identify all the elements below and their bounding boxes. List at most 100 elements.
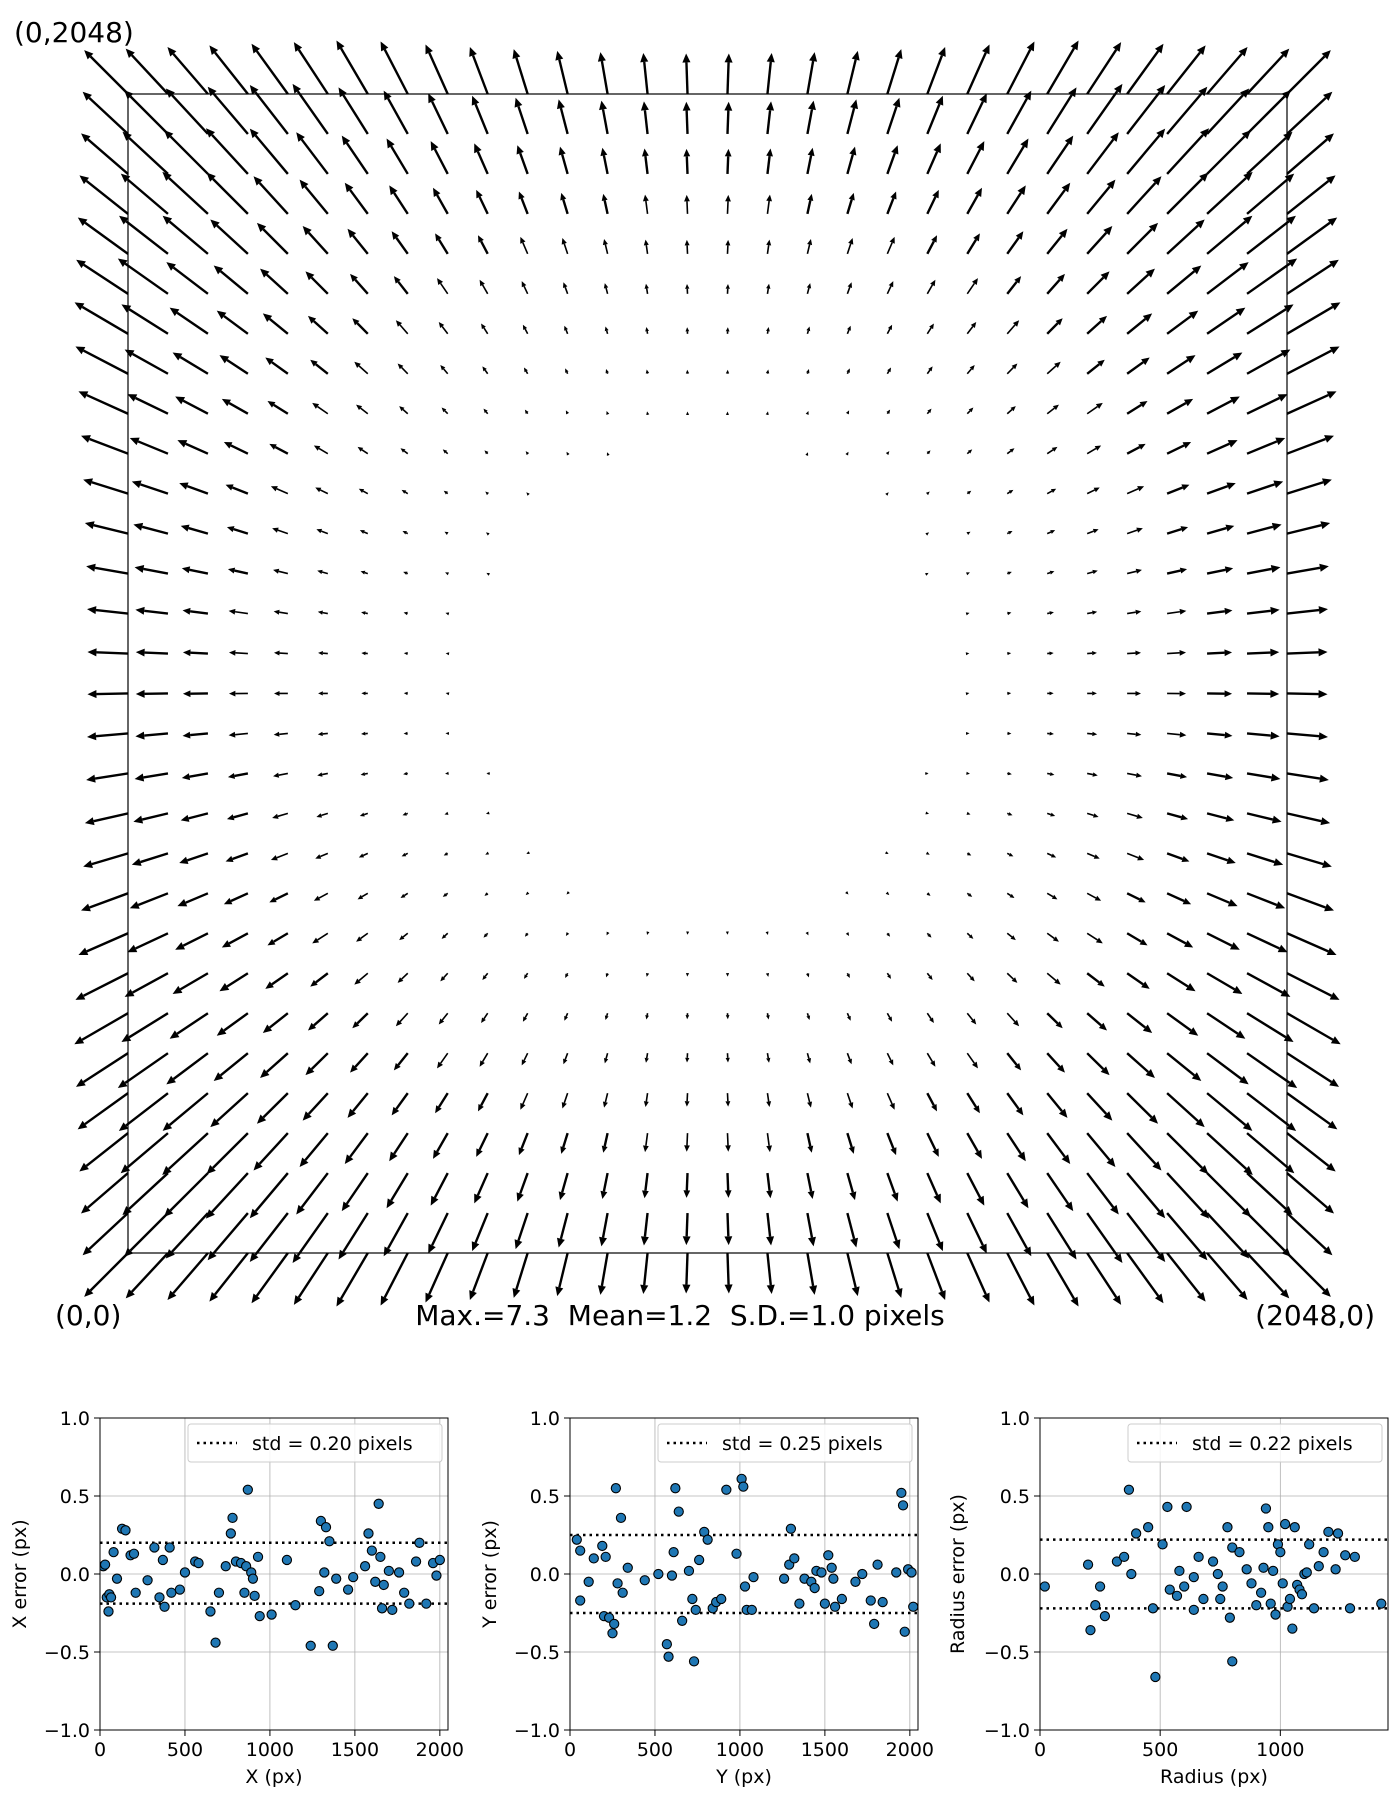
- radius-error-point: [1332, 1528, 1344, 1539]
- y-error-point: [857, 1568, 868, 1580]
- radius-error-point: [1217, 1581, 1228, 1592]
- y-error-point: [676, 1615, 688, 1626]
- field-arrow: [642, 194, 649, 214]
- field-arrow: [483, 932, 489, 938]
- field-arrow: [966, 572, 970, 576]
- field-arrow: [1126, 43, 1164, 95]
- field-arrow: [395, 320, 409, 335]
- field-arrow: [253, 176, 289, 215]
- field-arrow: [307, 315, 329, 335]
- field-arrow: [845, 932, 850, 936]
- field-arrow: [685, 283, 690, 294]
- field-arrow: [210, 219, 249, 255]
- field-arrow: [1286, 689, 1328, 699]
- field-arrow: [87, 689, 129, 699]
- radius-error-point: [1349, 1551, 1360, 1562]
- field-arrow: [685, 1053, 690, 1063]
- field-arrow: [486, 572, 490, 576]
- field-arrow: [182, 731, 209, 739]
- field-arrow: [555, 50, 569, 95]
- field-arrow: [338, 87, 369, 135]
- radius-error-point: [1150, 1671, 1161, 1683]
- radius-error-point: [1330, 1564, 1341, 1575]
- y-error-point: [877, 1596, 888, 1608]
- field-arrow: [1086, 487, 1100, 495]
- field-arrow: [131, 852, 169, 866]
- field-arrow: [520, 236, 529, 255]
- y-error-point: [617, 1587, 628, 1598]
- field-arrow: [177, 440, 209, 455]
- field-arrow: [886, 1172, 899, 1202]
- field-arrow: [766, 101, 775, 135]
- field-arrow: [604, 1012, 609, 1020]
- field-arrow: [886, 1252, 903, 1298]
- field-arrow: [1286, 217, 1338, 255]
- field-arrow: [1086, 225, 1113, 255]
- field-arrow: [766, 326, 770, 334]
- field-arrow: [182, 690, 208, 698]
- field-arrow: [805, 931, 809, 936]
- field-arrow: [682, 101, 691, 135]
- field-arrow: [403, 571, 409, 575]
- field-arrow: [1046, 488, 1057, 495]
- x-error-xtick-label: 2000: [416, 1739, 464, 1761]
- field-arrow: [1166, 772, 1188, 779]
- field-arrow: [400, 448, 409, 455]
- field-arrow: [724, 1252, 733, 1294]
- field-arrow: [565, 368, 569, 375]
- field-arrow: [1006, 363, 1018, 375]
- field-arrow: [119, 215, 169, 255]
- y-error-point: [865, 1595, 876, 1606]
- field-arrow: [1006, 1132, 1026, 1162]
- field-arrow: [1126, 1132, 1162, 1171]
- y-error-point: [869, 1618, 880, 1630]
- field-arrow: [1087, 651, 1097, 656]
- x-error-point: [373, 1498, 384, 1509]
- field-arrow: [886, 1012, 893, 1022]
- field-arrow: [966, 449, 973, 455]
- field-arrow: [846, 146, 857, 175]
- field-arrow: [925, 811, 930, 815]
- field-arrow: [926, 95, 944, 135]
- x-error-point: [434, 1554, 445, 1566]
- x-error-point: [249, 1590, 260, 1601]
- field-arrow: [1167, 649, 1187, 656]
- x-error-xtick-label: 1000: [246, 1739, 294, 1761]
- field-arrow: [209, 1252, 249, 1302]
- field-arrow: [399, 406, 409, 415]
- field-arrow: [1046, 87, 1077, 135]
- field-arrow: [228, 690, 248, 697]
- field-arrow: [484, 450, 489, 455]
- field-arrow: [806, 52, 818, 95]
- y-error-ticks: 0 500 1000 1500 2000 −1.0 −0.5 0.0 0.5 1.0: [514, 1408, 934, 1761]
- field-arrow: [558, 146, 569, 175]
- field-arrow: [84, 812, 129, 826]
- field-arrow: [87, 606, 129, 615]
- y-error-legend-label: std = 0.25 pixels: [722, 1433, 883, 1455]
- field-arrow: [83, 852, 129, 868]
- field-arrow: [213, 1052, 249, 1082]
- radius-error-point: [1164, 1584, 1175, 1595]
- field-arrow: [1246, 731, 1280, 740]
- field-arrow: [1126, 313, 1153, 335]
- field-arrow: [1206, 932, 1240, 950]
- field-arrow: [350, 1052, 369, 1073]
- field-arrow: [886, 409, 891, 415]
- field-arrow: [966, 1212, 987, 1254]
- field-arrow: [361, 611, 368, 615]
- y-error-point: [785, 1523, 797, 1534]
- field-arrow: [555, 1252, 569, 1297]
- field-arrow: [526, 492, 530, 496]
- x-error-point: [319, 1567, 330, 1578]
- field-arrow: [926, 408, 932, 415]
- field-arrow: [75, 346, 129, 375]
- field-arrow: [389, 185, 409, 215]
- field-arrow: [966, 490, 972, 495]
- field-arrow: [516, 1172, 529, 1202]
- y-error-point: [688, 1656, 700, 1667]
- field-arrow: [1126, 357, 1150, 375]
- y-error-point: [583, 1576, 594, 1587]
- field-arrow: [1286, 391, 1337, 415]
- field-arrow: [725, 1133, 731, 1152]
- field-arrow: [524, 932, 529, 937]
